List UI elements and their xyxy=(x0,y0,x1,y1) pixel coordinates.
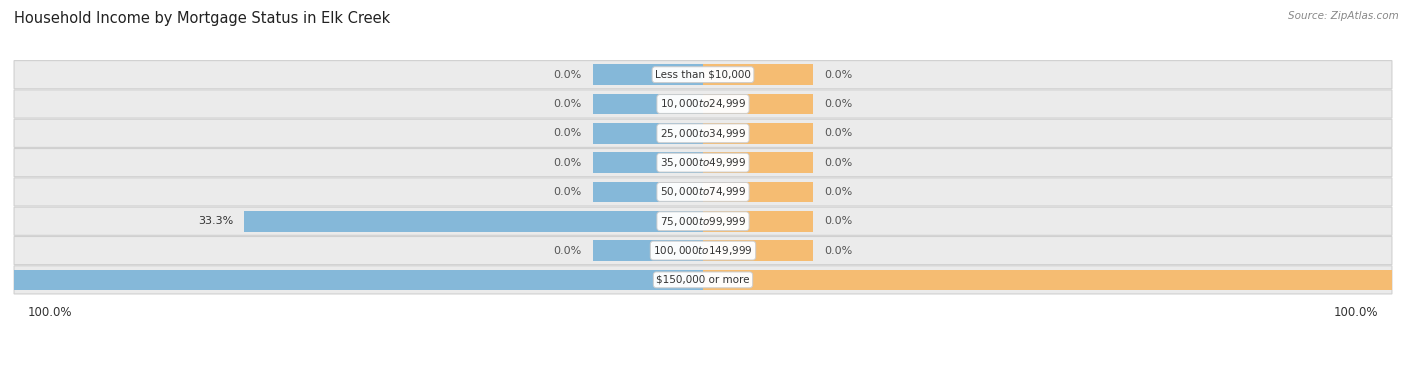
Bar xyxy=(703,211,813,231)
Bar xyxy=(593,182,703,202)
Bar xyxy=(593,94,703,114)
Bar xyxy=(593,152,703,173)
FancyBboxPatch shape xyxy=(14,266,1392,294)
Text: 0.0%: 0.0% xyxy=(824,70,852,80)
Text: 0.0%: 0.0% xyxy=(554,187,582,197)
Text: 0.0%: 0.0% xyxy=(554,246,582,256)
Text: $75,000 to $99,999: $75,000 to $99,999 xyxy=(659,215,747,228)
Text: 0.0%: 0.0% xyxy=(824,128,852,138)
Text: 0.0%: 0.0% xyxy=(554,158,582,167)
FancyBboxPatch shape xyxy=(14,207,1392,235)
Bar xyxy=(703,94,813,114)
Text: 33.3%: 33.3% xyxy=(198,216,233,226)
Text: $25,000 to $34,999: $25,000 to $34,999 xyxy=(659,127,747,140)
Bar xyxy=(593,123,703,144)
Text: Source: ZipAtlas.com: Source: ZipAtlas.com xyxy=(1288,11,1399,21)
Bar xyxy=(703,64,813,85)
Bar xyxy=(703,270,1406,290)
Text: 0.0%: 0.0% xyxy=(554,70,582,80)
Bar xyxy=(0,270,703,290)
Text: 100.0%: 100.0% xyxy=(1334,306,1378,319)
Bar xyxy=(703,123,813,144)
Text: $10,000 to $24,999: $10,000 to $24,999 xyxy=(659,98,747,110)
Text: 0.0%: 0.0% xyxy=(554,99,582,109)
FancyBboxPatch shape xyxy=(14,90,1392,118)
Text: 0.0%: 0.0% xyxy=(824,216,852,226)
Text: 100.0%: 100.0% xyxy=(28,306,72,319)
Text: 0.0%: 0.0% xyxy=(824,246,852,256)
Bar xyxy=(593,64,703,85)
Text: 0.0%: 0.0% xyxy=(554,128,582,138)
Text: $150,000 or more: $150,000 or more xyxy=(657,275,749,285)
FancyBboxPatch shape xyxy=(14,178,1392,206)
Bar xyxy=(703,240,813,261)
Text: Less than $10,000: Less than $10,000 xyxy=(655,70,751,80)
Bar xyxy=(245,211,703,231)
Bar xyxy=(703,182,813,202)
Text: 0.0%: 0.0% xyxy=(824,99,852,109)
Text: Household Income by Mortgage Status in Elk Creek: Household Income by Mortgage Status in E… xyxy=(14,11,391,26)
FancyBboxPatch shape xyxy=(14,149,1392,177)
Text: $50,000 to $74,999: $50,000 to $74,999 xyxy=(659,186,747,198)
Bar xyxy=(593,240,703,261)
Text: $100,000 to $149,999: $100,000 to $149,999 xyxy=(654,244,752,257)
FancyBboxPatch shape xyxy=(14,119,1392,147)
Text: 0.0%: 0.0% xyxy=(824,187,852,197)
Text: $35,000 to $49,999: $35,000 to $49,999 xyxy=(659,156,747,169)
Bar xyxy=(703,152,813,173)
FancyBboxPatch shape xyxy=(14,60,1392,89)
Text: 0.0%: 0.0% xyxy=(824,158,852,167)
FancyBboxPatch shape xyxy=(14,237,1392,265)
